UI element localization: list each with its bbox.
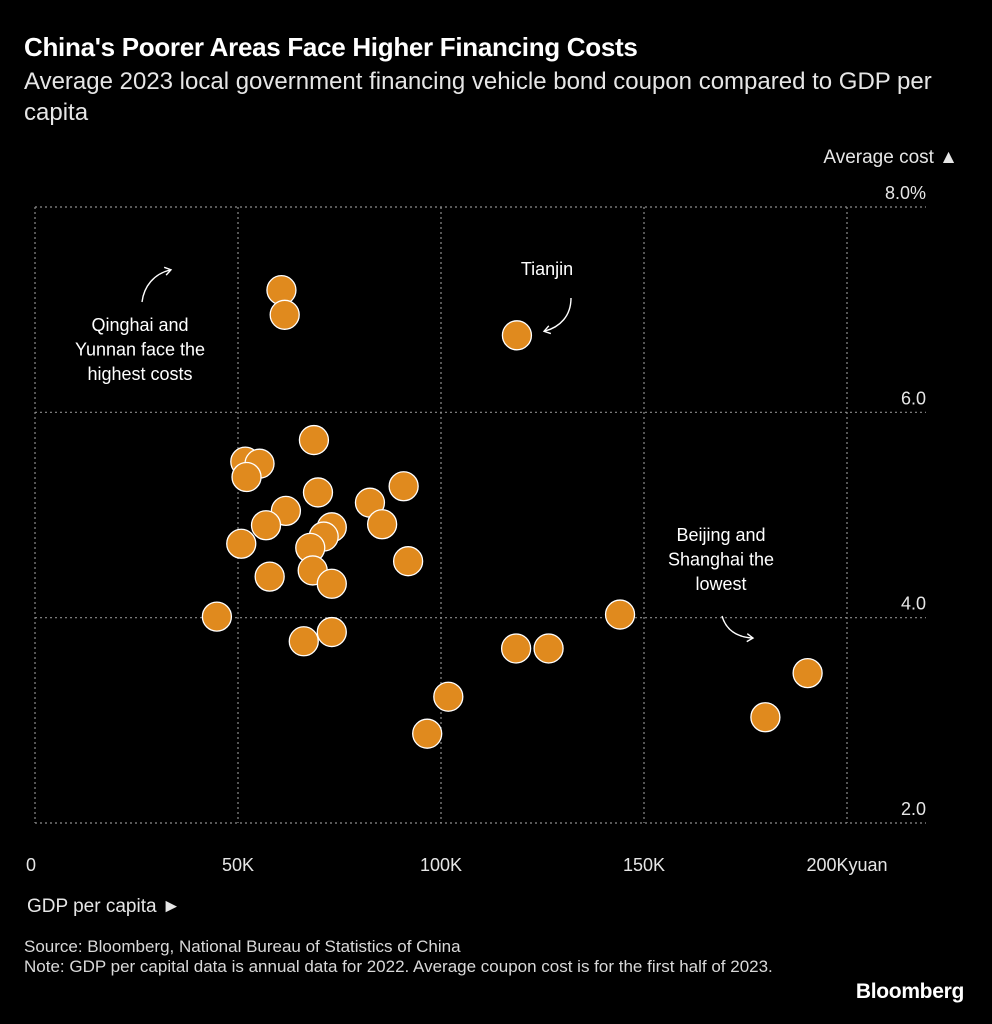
x-tick-label: 200Kyuan bbox=[806, 855, 887, 875]
annotation-arrow bbox=[542, 297, 572, 335]
data-point bbox=[392, 546, 424, 577]
annotation-text: Qinghai and Yunnan face the highest costs bbox=[75, 315, 205, 384]
bloomberg-logo: Bloomberg bbox=[855, 980, 964, 1003]
annotation-line: Shanghai the bbox=[668, 550, 774, 570]
annotation-arrow bbox=[721, 615, 755, 643]
chart-title: China's Poorer Areas Face Higher Financi… bbox=[24, 32, 638, 62]
data-point bbox=[750, 702, 781, 733]
data-point bbox=[254, 561, 285, 592]
y-tick-label: 2.0 bbox=[901, 799, 926, 819]
data-point bbox=[250, 510, 282, 541]
data-point bbox=[533, 633, 564, 664]
source-text: Source: Bloomberg, National Bureau of St… bbox=[24, 937, 461, 956]
data-point bbox=[433, 681, 464, 712]
data-point bbox=[500, 633, 532, 664]
x-axis-title: GDP per capita ► bbox=[27, 896, 181, 917]
x-tick-label: 150K bbox=[623, 855, 665, 875]
y-tick-label: 6.0 bbox=[901, 388, 926, 408]
data-point bbox=[231, 461, 262, 493]
y-axis-title: Average cost ▲ bbox=[823, 147, 958, 168]
y-tick-label: 8.0% bbox=[885, 183, 926, 203]
note-text: Note: GDP per capital data is annual dat… bbox=[24, 957, 773, 976]
data-point bbox=[501, 320, 533, 351]
annotation-line: Beijing and bbox=[676, 525, 765, 545]
data-point bbox=[316, 568, 347, 599]
annotation-text: Tianjin bbox=[521, 259, 573, 279]
data-point bbox=[412, 718, 443, 749]
data-point bbox=[302, 477, 334, 508]
x-unit-label: yuan bbox=[849, 855, 888, 875]
data-point bbox=[298, 424, 330, 456]
chart-subtitle: Average 2023 local government financing … bbox=[24, 68, 932, 126]
x-tick-label: 0 bbox=[26, 855, 36, 875]
annotation-text: Beijing and Shanghai the lowest bbox=[668, 525, 774, 594]
data-point bbox=[388, 471, 419, 502]
chart-footer: Source: Bloomberg, National Bureau of St… bbox=[24, 937, 814, 977]
data-point bbox=[604, 599, 636, 630]
annotation-line: highest costs bbox=[87, 364, 192, 384]
data-point bbox=[366, 509, 398, 540]
data-point bbox=[201, 601, 233, 632]
x-tick-label: 100K bbox=[420, 855, 462, 875]
annotation-arrow bbox=[141, 266, 173, 303]
data-point bbox=[288, 626, 319, 657]
annotation-line: lowest bbox=[695, 574, 746, 594]
data-point bbox=[316, 616, 347, 648]
annotation-line: Tianjin bbox=[521, 259, 573, 279]
scatter-chart: 0 50K 100K 150K 200Kyuan 2.0 4.0 6.0 8.0% Average… bbox=[26, 147, 958, 917]
x-tick-label: 50K bbox=[222, 855, 254, 875]
data-point bbox=[792, 657, 823, 689]
data-point bbox=[269, 299, 300, 330]
data-point bbox=[226, 528, 257, 559]
annotation-line: Qinghai and bbox=[91, 315, 188, 335]
annotation-line: Yunnan face the bbox=[75, 340, 205, 360]
y-tick-label: 4.0 bbox=[901, 594, 926, 614]
